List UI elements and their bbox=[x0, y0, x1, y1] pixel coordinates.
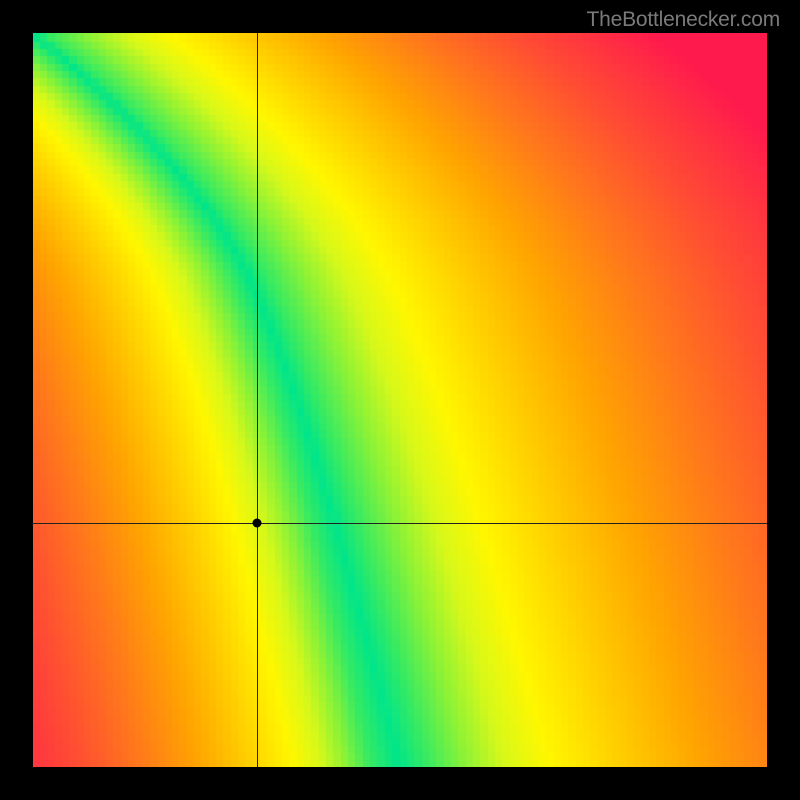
crosshair-vertical bbox=[257, 33, 258, 767]
watermark-text: TheBottlenecker.com bbox=[587, 8, 780, 32]
heatmap-canvas bbox=[33, 33, 767, 767]
data-marker bbox=[252, 519, 261, 528]
chart-container: TheBottlenecker.com bbox=[0, 0, 800, 800]
crosshair-horizontal bbox=[33, 523, 767, 524]
plot-frame bbox=[33, 33, 767, 767]
